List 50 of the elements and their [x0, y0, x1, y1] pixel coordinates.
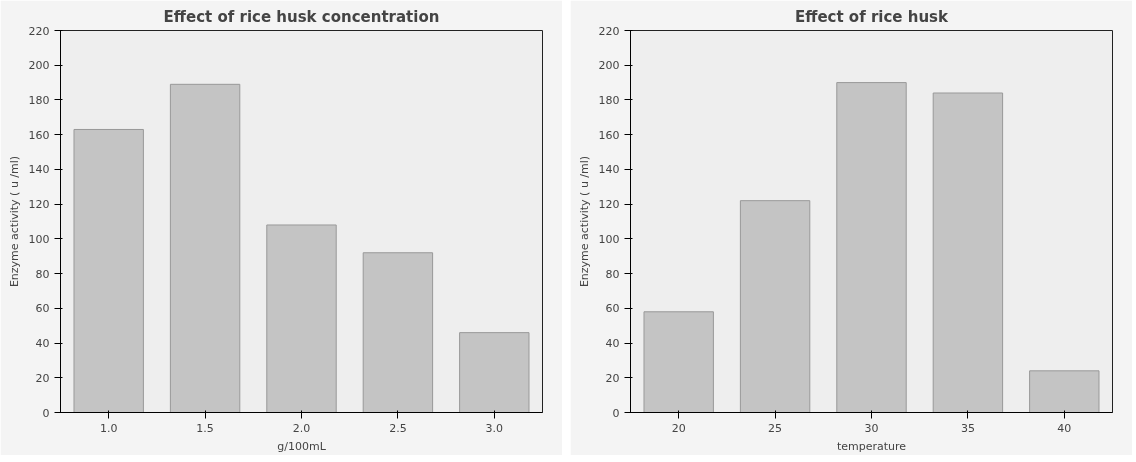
y-tick-label: 120: [28, 198, 50, 212]
y-tick-label: 100: [28, 232, 50, 246]
x-tick-label: 40: [1057, 421, 1072, 435]
y-tick-label: 20: [35, 371, 50, 385]
y-tick-label: 80: [605, 267, 620, 281]
bar: [73, 128, 144, 413]
y-tick-label: 120: [598, 198, 620, 212]
x-tick-label: 30: [864, 421, 879, 435]
y-tick-label: 220: [598, 24, 620, 38]
x-axis-title: g/100mL: [277, 439, 327, 453]
bar: [169, 83, 241, 413]
bar: [362, 252, 434, 413]
bar: [932, 92, 1004, 413]
y-tick-label: 60: [35, 302, 50, 316]
y-tick-label: 100: [598, 232, 620, 246]
x-tick-label: 35: [960, 421, 975, 435]
y-axis-title: Enzyme activity ( u /ml): [577, 155, 591, 288]
y-tick-label: 160: [598, 128, 620, 142]
y-tick-label: 0: [612, 406, 620, 420]
bar: [459, 332, 530, 413]
chart-title: Effect of rice husk concentration: [163, 7, 440, 26]
y-tick-label: 200: [28, 59, 50, 73]
bar: [836, 82, 907, 413]
y-tick-label: 180: [598, 93, 620, 107]
bar: [739, 200, 811, 413]
bar: [1029, 370, 1100, 413]
x-axis-title: temperature: [836, 439, 907, 453]
x-tick-label: 20: [671, 421, 686, 435]
y-tick-label: 20: [605, 371, 620, 385]
y-tick-label: 200: [598, 59, 620, 73]
x-tick-label: 2.0: [292, 421, 311, 435]
y-tick-label: 180: [28, 93, 50, 107]
x-tick-label: 1.0: [99, 421, 118, 435]
x-tick-label: 3.0: [485, 421, 504, 435]
bar: [643, 311, 714, 413]
x-tick-label: 25: [768, 421, 783, 435]
y-tick-label: 0: [42, 406, 50, 420]
y-tick-label: 40: [605, 337, 620, 351]
y-tick-label: 60: [605, 302, 620, 316]
y-tick-label: 140: [28, 163, 50, 177]
y-tick-label: 40: [35, 337, 50, 351]
y-axis-title: Enzyme activity ( u /ml): [7, 155, 21, 288]
bar: [266, 224, 337, 413]
x-tick-label: 2.5: [389, 421, 407, 435]
y-tick-label: 80: [35, 267, 50, 281]
y-tick-label: 160: [28, 128, 50, 142]
y-tick-label: 140: [598, 163, 620, 177]
y-tick-label: 220: [28, 24, 50, 38]
x-tick-label: 1.5: [196, 421, 214, 435]
chart-title: Effect of rice husk: [795, 7, 950, 26]
